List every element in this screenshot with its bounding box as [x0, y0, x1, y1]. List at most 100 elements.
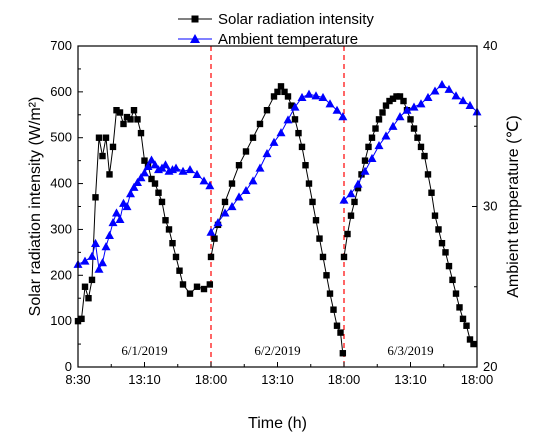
solar-point — [113, 107, 120, 114]
temperature-point — [360, 166, 370, 175]
temperature-point — [367, 153, 377, 162]
solar-point — [127, 116, 134, 123]
solar-point — [319, 253, 327, 261]
solar-point — [463, 322, 470, 329]
solar-point — [330, 306, 337, 313]
temperature-series-line — [343, 83, 478, 201]
solar-point — [242, 148, 250, 155]
solar-point — [305, 180, 313, 187]
solar-point — [81, 283, 89, 290]
solar-point — [284, 93, 292, 100]
solar-point — [400, 97, 407, 105]
x-tick-label: 8:30 — [65, 372, 90, 387]
temperature-point — [115, 214, 125, 223]
solar-point — [169, 239, 176, 247]
solar-point — [206, 281, 214, 288]
axes: 0 100 200 300 400 500 600 700 20 30 40 8:30 13:10 18:… — [50, 38, 497, 387]
solar-point — [452, 290, 460, 297]
solar-point — [431, 212, 439, 219]
temperature-point — [161, 160, 170, 169]
solar-point — [339, 350, 347, 357]
solar-point — [148, 175, 155, 183]
solar-point — [351, 198, 358, 206]
solar-point — [78, 315, 85, 323]
y-left-tick-label: 700 — [50, 38, 72, 53]
solar-point — [417, 143, 425, 151]
temperature-point — [395, 112, 405, 121]
solar-point — [298, 143, 306, 151]
solar-point — [312, 217, 320, 224]
temperature-point — [213, 218, 223, 227]
solar-point — [386, 97, 393, 105]
solar-point — [428, 189, 435, 196]
solar-point — [424, 171, 432, 178]
legend-temperature-marker — [190, 34, 200, 43]
solar-point — [466, 336, 474, 343]
temperature-point — [465, 100, 475, 109]
temperature-point — [423, 92, 433, 101]
solar-point — [141, 157, 148, 164]
temperature-point — [430, 86, 440, 95]
y-left-tick-label: 600 — [50, 84, 72, 99]
temperature-point — [192, 169, 202, 178]
temperature-point — [234, 192, 244, 201]
temperature-point — [98, 258, 107, 267]
day-label: 6/2/2019 — [254, 343, 300, 358]
solar-point — [347, 212, 355, 219]
y-right-tick-label: 20 — [483, 359, 497, 374]
solar-point — [92, 194, 99, 201]
solar-point — [309, 198, 316, 206]
solar-point — [270, 93, 278, 100]
y-left-tick-label: 100 — [50, 313, 72, 328]
temperature-point — [199, 176, 209, 185]
solar-point — [449, 276, 456, 284]
solar-point — [137, 129, 145, 137]
solar-point — [435, 226, 442, 233]
temperature-point — [178, 166, 188, 175]
temperature-point — [248, 176, 258, 185]
solar-point — [396, 93, 404, 100]
temperature-series-line — [210, 93, 344, 233]
solar-point — [256, 120, 264, 128]
y-left-axis-title: Solar radiation intensity (W/m²) — [27, 97, 44, 317]
solar-point — [193, 283, 201, 290]
solar-point — [414, 134, 421, 141]
solar-point — [288, 102, 295, 109]
legend-solar-label: Solar radiation intensity — [218, 11, 374, 28]
solar-point — [295, 129, 302, 137]
temperature-point — [171, 163, 181, 172]
temperature-point — [381, 131, 391, 140]
solar-point — [263, 107, 271, 114]
solar-point — [151, 180, 159, 187]
solar-point — [123, 113, 131, 121]
solar-point — [221, 198, 229, 206]
temperature-point — [80, 256, 90, 265]
temperature-point — [458, 96, 468, 105]
solar-point — [410, 125, 418, 132]
x-tick-label: 18:00 — [195, 372, 228, 387]
solar-point — [368, 134, 376, 141]
solar-point — [277, 83, 285, 90]
solar-point — [120, 120, 127, 128]
temperature-point — [101, 242, 111, 251]
solar-point — [176, 267, 183, 274]
solar-point — [99, 152, 106, 160]
solar-point — [459, 315, 467, 323]
temperature-point — [409, 102, 419, 111]
temperature-point — [91, 238, 100, 248]
legend-item-temperature: Ambient temperature — [178, 31, 358, 48]
temperature-point — [346, 189, 356, 198]
solar-point — [333, 322, 341, 329]
plot-marks: 6/1/2019 6/2/2019 6/3/2019 — [73, 46, 482, 367]
temperature-point — [133, 177, 142, 187]
temperature-point — [290, 102, 300, 111]
temperature-point — [227, 202, 237, 211]
solar-point — [442, 249, 449, 256]
solar-point — [323, 272, 330, 279]
solar-point — [172, 253, 180, 261]
solar-point — [291, 116, 299, 123]
solar-point — [116, 109, 124, 116]
solar-point — [379, 109, 386, 116]
solar-point — [165, 226, 173, 233]
